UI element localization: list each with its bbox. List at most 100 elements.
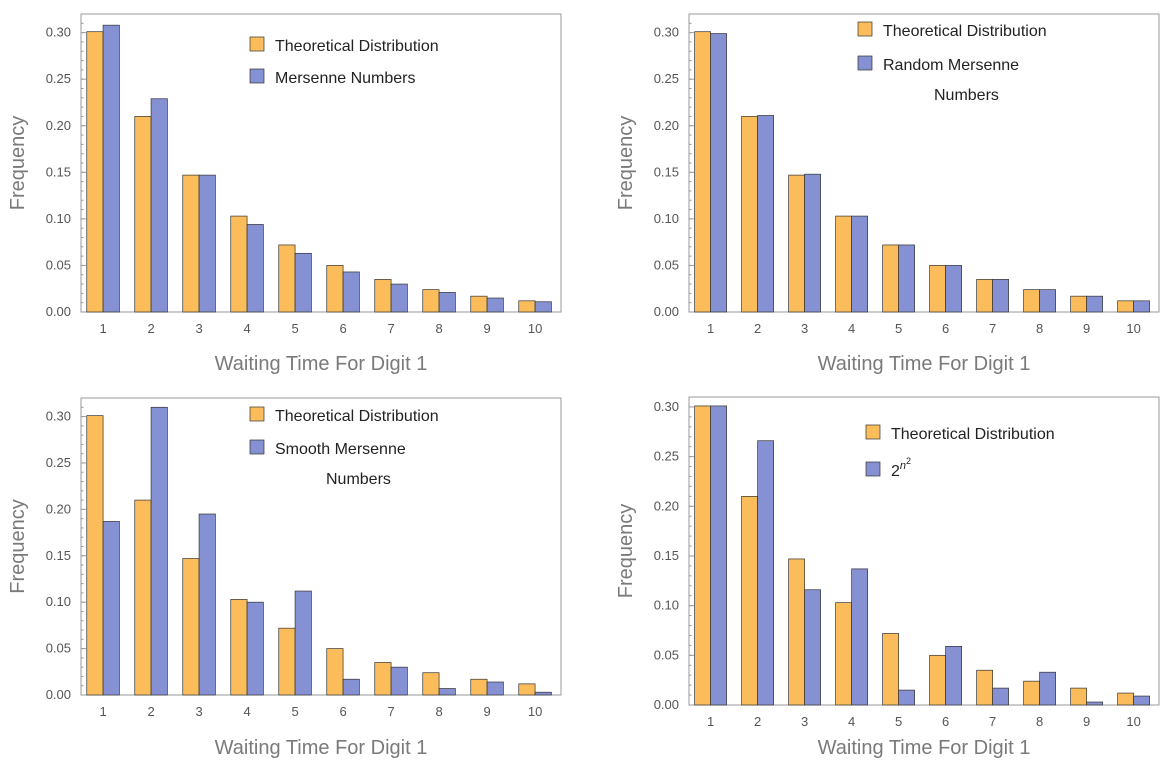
chart-panel-1: 0.00 0.05 0.10 0.15 0.20 0.25 0.30 1 2 3 4 5 6 7 8 9 10 W… xyxy=(7,13,562,375)
x-tick-label: 8 xyxy=(435,321,442,336)
x-tick-label: 7 xyxy=(387,704,394,719)
y-tick-label: 0.30 xyxy=(654,25,679,40)
y-tick-label: 0.30 xyxy=(46,409,71,424)
comparison-bar-6 xyxy=(342,271,360,313)
y-tick-label: 0.20 xyxy=(654,118,679,133)
legend-label: Theoretical Distribution xyxy=(275,408,439,425)
comparison-bar-1 xyxy=(102,521,120,696)
x-tick-label: 7 xyxy=(989,714,996,729)
comparison-bar-5 xyxy=(294,252,312,313)
legend-label: Theoretical Distribution xyxy=(275,38,439,55)
y-axis-title: Frequency xyxy=(7,116,29,211)
x-axis-title: Waiting Time For Digit 1 xyxy=(818,353,1031,375)
comparison-bar-1 xyxy=(102,24,120,313)
x-axis-title: Waiting Time For Digit 1 xyxy=(215,353,428,375)
x-tick-label: 1 xyxy=(99,704,106,719)
comparison-bar-5 xyxy=(294,590,312,696)
comparison-bar-7 xyxy=(390,283,408,313)
y-tick-label: 0.30 xyxy=(654,399,679,414)
theoretical-bar-6 xyxy=(326,265,344,313)
theoretical-bar-8 xyxy=(1023,289,1040,313)
x-axis-title: Waiting Time For Digit 1 xyxy=(818,737,1031,759)
theoretical-bar-6 xyxy=(929,654,946,706)
comparison-bar-10 xyxy=(534,301,552,313)
theoretical-bar-7 xyxy=(374,662,392,696)
x-tick-label: 8 xyxy=(435,704,442,719)
x-tick-label: 10 xyxy=(528,321,542,336)
y-tick-label: 0.20 xyxy=(654,498,679,513)
y-tick-label: 0.15 xyxy=(654,548,679,563)
legend-swatch-comparison xyxy=(249,68,265,84)
legend: Theoretical Distribution 2n2 xyxy=(865,424,1055,480)
chart-panel-3: 0.00 0.05 0.10 0.15 0.20 0.25 0.30 1 2 3 4 5 6 7 8 9 10 W… xyxy=(7,397,562,759)
y-tick-label: 0.20 xyxy=(46,118,71,133)
legend-swatch-theoretical xyxy=(249,406,265,422)
theoretical-bar-3 xyxy=(182,174,200,313)
comparison-bar-4 xyxy=(851,215,868,313)
x-tick-label: 10 xyxy=(528,704,542,719)
comparison-bar-4 xyxy=(246,601,264,696)
x-tick-label: 7 xyxy=(989,321,996,336)
theoretical-bar-6 xyxy=(929,265,946,313)
legend-swatch-comparison xyxy=(865,461,881,477)
plot-frame xyxy=(688,396,1160,706)
x-tick-label: 2 xyxy=(147,704,154,719)
legend: Theoretical Distribution Random Mersenne N… xyxy=(857,21,1047,104)
comparison-bar-6 xyxy=(342,678,360,696)
theoretical-bar-1 xyxy=(86,31,104,313)
x-tick-label: 9 xyxy=(483,704,490,719)
comparison-bar-3 xyxy=(804,589,821,706)
comparison-bar-2 xyxy=(757,115,774,313)
legend-swatch-comparison xyxy=(249,439,265,455)
legend-label: Smooth Mersenne xyxy=(275,441,406,458)
x-tick-label: 10 xyxy=(1126,714,1140,729)
theoretical-bar-7 xyxy=(976,279,993,313)
comparison-bar-3 xyxy=(198,174,216,313)
theoretical-bar-2 xyxy=(134,116,152,313)
x-tick-label: 3 xyxy=(195,321,202,336)
x-tick-label: 5 xyxy=(291,704,298,719)
theoretical-bar-9 xyxy=(1070,295,1087,313)
theoretical-bar-7 xyxy=(374,279,392,313)
theoretical-bar-2 xyxy=(741,496,758,706)
comparison-bar-8 xyxy=(438,292,456,313)
legend-label: Numbers xyxy=(934,87,999,104)
y-axis-title: Frequency xyxy=(7,499,29,594)
y-tick-label: 0.00 xyxy=(46,304,71,319)
x-tick-label: 3 xyxy=(801,714,808,729)
comparison-bar-9 xyxy=(486,681,504,696)
comparison-bar-9 xyxy=(1086,295,1103,313)
legend-label: Numbers xyxy=(326,471,391,488)
y-tick-label: 0.25 xyxy=(46,71,71,86)
y-tick-label: 0.00 xyxy=(654,304,679,319)
x-tick-label: 9 xyxy=(1083,321,1090,336)
x-tick-label: 9 xyxy=(1083,714,1090,729)
x-tick-label: 1 xyxy=(707,321,714,336)
comparison-bar-4 xyxy=(246,224,264,313)
y-tick-label: 0.30 xyxy=(46,25,71,40)
y-axis-title: Frequency xyxy=(615,504,637,599)
x-tick-label: 1 xyxy=(99,321,106,336)
x-tick-label: 6 xyxy=(942,714,949,729)
legend: Theoretical Distribution Mersenne Numbers xyxy=(249,36,439,87)
x-tick-label: 3 xyxy=(801,321,808,336)
comparison-bar-1 xyxy=(710,33,727,313)
theoretical-bar-3 xyxy=(788,558,805,706)
x-tick-label: 8 xyxy=(1036,321,1043,336)
theoretical-bar-8 xyxy=(422,289,440,313)
y-tick-label: 0.25 xyxy=(654,71,679,86)
y-tick-label: 0.05 xyxy=(46,641,71,656)
y-tick-label: 0.15 xyxy=(654,164,679,179)
legend-label: Random Mersenne xyxy=(883,57,1019,74)
comparison-bar-6 xyxy=(945,646,962,706)
y-tick-label: 0.05 xyxy=(654,647,679,662)
theoretical-bar-5 xyxy=(278,627,296,696)
legend-swatch-theoretical xyxy=(865,424,881,440)
y-tick-label: 0.10 xyxy=(46,211,71,226)
theoretical-bar-10 xyxy=(518,300,536,313)
x-tick-label: 3 xyxy=(195,704,202,719)
comparison-bar-9 xyxy=(1086,701,1103,706)
theoretical-bar-2 xyxy=(134,499,152,696)
y-tick-label: 0.25 xyxy=(654,449,679,464)
theoretical-bar-4 xyxy=(230,599,248,696)
